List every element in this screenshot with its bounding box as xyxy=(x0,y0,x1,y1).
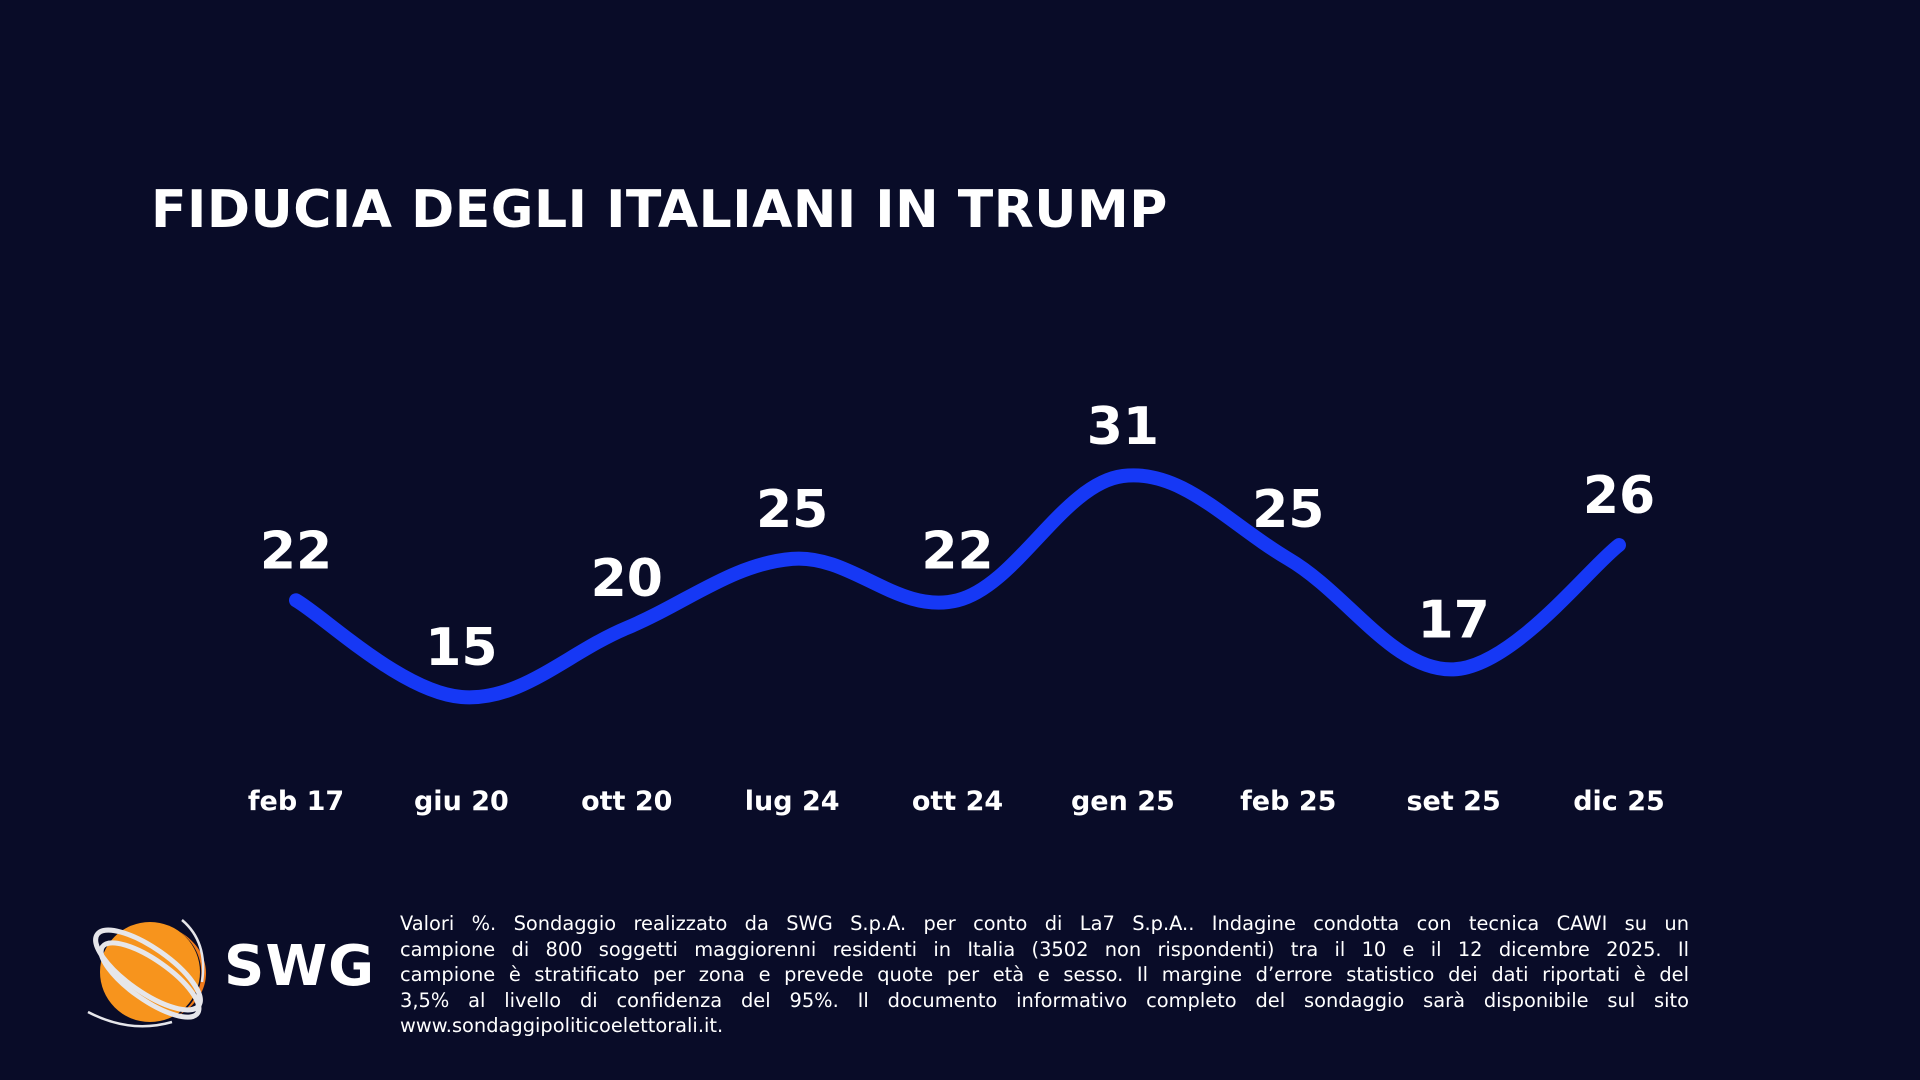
x-tick-label: ott 20 xyxy=(581,786,672,817)
data-label: 15 xyxy=(425,618,497,678)
data-label: 26 xyxy=(1583,466,1655,526)
x-tick-label: dic 25 xyxy=(1573,786,1665,817)
x-tick-label: set 25 xyxy=(1406,786,1500,817)
x-tick-label: feb 25 xyxy=(1240,786,1336,817)
x-tick-label: gen 25 xyxy=(1071,786,1175,817)
data-label: 31 xyxy=(1087,397,1159,457)
note-link[interactable]: www.sondaggipoliticoelettorali.it. xyxy=(400,1014,724,1038)
methodology-note: Valori %. Sondaggio realizzato da SWG S.… xyxy=(400,911,1689,1039)
note-line: Valori %. Sondaggio realizzato da SWG S.… xyxy=(400,912,1689,935)
series-line xyxy=(289,468,1626,705)
x-axis-labels: feb 17 giu 20 ott 20 lug 24 ott 24 gen 25 feb … xyxy=(248,786,1665,817)
note-line: campione di 800 soggetti maggiorenni res… xyxy=(400,937,1689,961)
data-label: 25 xyxy=(1252,480,1324,540)
data-label: 25 xyxy=(756,480,828,540)
data-label: 22 xyxy=(260,521,332,581)
chart-title: FIDUCIA DEGLI ITALIANI IN TRUMP xyxy=(151,180,1168,240)
globe-with-orbits-icon xyxy=(87,919,207,1028)
data-label: 17 xyxy=(1417,590,1489,650)
logo-text: SWG xyxy=(224,934,376,999)
note-line: campione è stratificato per zona e preve… xyxy=(400,963,1689,987)
value-labels: 22 15 20 25 22 31 25 17 26 xyxy=(260,397,1655,678)
x-tick-label: ott 24 xyxy=(912,786,1003,817)
x-tick-label: giu 20 xyxy=(414,786,509,817)
x-tick-label: lug 24 xyxy=(745,786,840,817)
swg-logo xyxy=(87,919,207,1028)
data-label: 22 xyxy=(921,521,993,581)
data-label: 20 xyxy=(591,549,663,609)
note-line: 3,5% al livello di confidenza del 95%. I… xyxy=(400,988,1689,1012)
x-tick-label: feb 17 xyxy=(248,786,344,817)
